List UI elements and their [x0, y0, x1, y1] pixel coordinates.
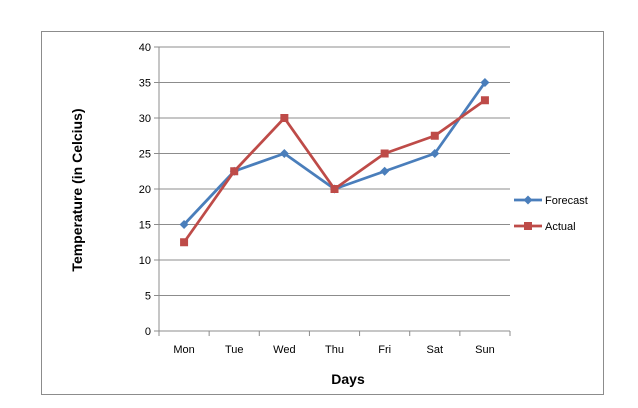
data-point-forecast [380, 166, 390, 176]
data-point-actual [330, 185, 339, 193]
data-point-forecast [430, 149, 440, 158]
legend-label: Forecast [545, 195, 588, 207]
y-tick-label: 35 [139, 78, 151, 90]
y-axis-title: Temperature (in Celcius) [69, 108, 85, 271]
y-tick-labels: 0 5 10 15 20 25 30 35 40 [139, 42, 151, 338]
legend-marker [523, 195, 533, 205]
data-point-forecast [279, 149, 289, 158]
legend-item-forecast: Forecast [514, 195, 588, 207]
gridlines [159, 46, 510, 296]
y-tick-label: 15 [139, 220, 151, 232]
y-tick-label: 10 [139, 255, 151, 267]
x-tick-label: Sat [427, 344, 444, 356]
x-tick-label: Mon [173, 344, 194, 356]
series-line-actual [182, 99, 486, 244]
axes [154, 46, 511, 336]
y-tick-label: 25 [139, 149, 151, 161]
x-tick-label: Wed [273, 344, 295, 356]
x-tick-label: Sun [475, 344, 495, 356]
series-lines [179, 78, 490, 247]
data-point-actual [480, 96, 489, 105]
y-tick-label: 40 [139, 42, 151, 54]
legend: Forecast Actual [514, 195, 588, 233]
data-point-actual [230, 167, 239, 176]
y-tick-label: 5 [145, 291, 151, 303]
data-point-actual [280, 114, 289, 122]
data-point-actual [380, 149, 389, 158]
series-actual [180, 96, 489, 247]
x-tick-labels: Mon Tue Wed Thu Fri Sat Sun [173, 344, 494, 356]
legend-item-actual: Actual [514, 221, 576, 233]
data-point-actual [430, 131, 439, 140]
legend-label: Actual [545, 221, 576, 233]
y-tick-label: 30 [139, 113, 151, 125]
x-tick-label: Fri [378, 344, 391, 356]
legend-marker [524, 222, 532, 230]
data-point-forecast [179, 220, 189, 229]
x-tick-label: Tue [225, 344, 244, 356]
x-tick-label: Thu [325, 344, 344, 356]
y-tick-label: 0 [145, 326, 151, 338]
data-point-forecast [480, 78, 490, 87]
data-point-actual [180, 238, 189, 247]
y-tick-label: 20 [139, 184, 151, 196]
x-axis-title: Days [331, 371, 365, 387]
